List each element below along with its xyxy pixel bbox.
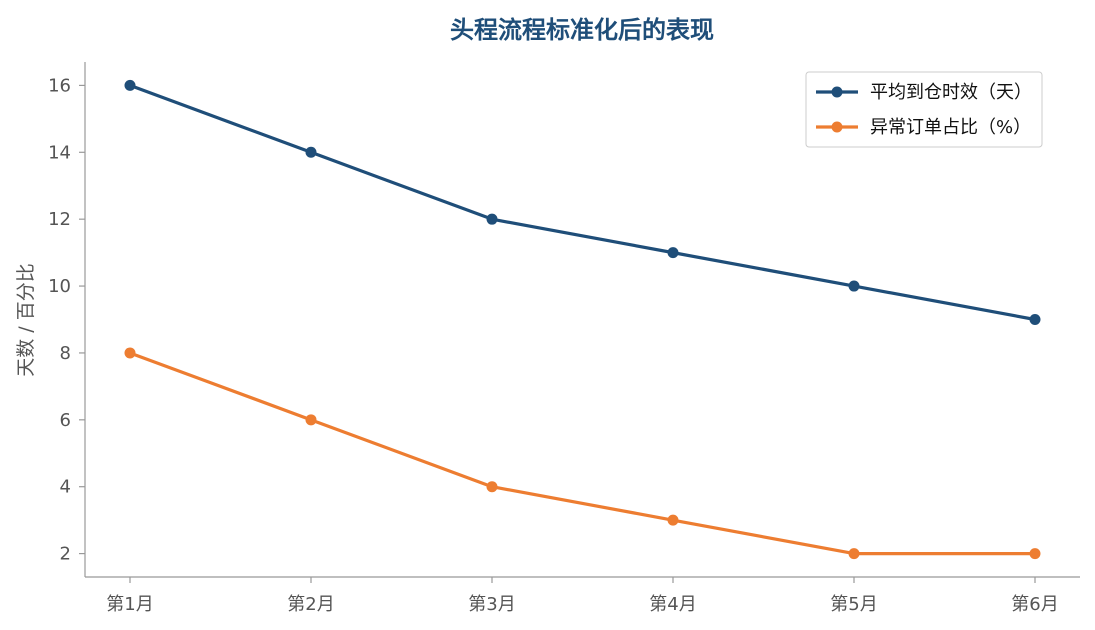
legend-swatch-marker xyxy=(831,86,843,98)
data-point xyxy=(848,548,860,560)
legend-box xyxy=(805,71,1043,148)
series-2 xyxy=(124,347,1041,560)
y-tick-label: 6 xyxy=(60,410,71,431)
series-line xyxy=(128,351,1037,556)
data-point xyxy=(124,347,136,359)
legend: 平均到仓时效（天） 异常订单占比（%） xyxy=(805,71,1043,148)
data-point xyxy=(848,280,860,292)
legend-swatch-marker xyxy=(831,121,843,133)
data-point xyxy=(667,514,679,526)
data-point xyxy=(1029,548,1041,560)
y-tick-label: 4 xyxy=(60,477,71,498)
data-point xyxy=(667,247,679,259)
series-lines xyxy=(124,79,1041,560)
y-tick-label: 12 xyxy=(48,209,71,230)
legend-label: 平均到仓时效（天） xyxy=(870,82,1032,103)
legend-items: 平均到仓时效（天） 异常订单占比（%） xyxy=(816,82,1032,138)
y-tick-label: 14 xyxy=(48,142,71,163)
x-tick-label: 第2月 xyxy=(287,594,334,615)
data-point xyxy=(1029,314,1041,325)
data-point xyxy=(124,79,136,91)
axis-ticks: 2 4 6 8 10 12 14 16 第1月 第2月 第3月 第4月 第5月 第6月 xyxy=(48,75,1059,615)
y-axis-label: 天数 / 百分比 xyxy=(15,263,37,376)
data-point xyxy=(486,213,498,225)
x-tick-label: 第6月 xyxy=(1011,594,1058,615)
y-tick-label: 8 xyxy=(60,343,71,364)
y-tick-label: 2 xyxy=(60,544,71,565)
chart-title: 头程流程标准化后的表现 xyxy=(450,16,714,44)
data-point xyxy=(305,146,317,158)
x-tick-label: 第3月 xyxy=(468,594,515,615)
x-tick-label: 第4月 xyxy=(649,594,696,615)
legend-label: 异常订单占比（%） xyxy=(870,117,1031,138)
x-tick-label: 第5月 xyxy=(830,594,877,615)
data-point xyxy=(305,414,317,426)
data-point xyxy=(486,481,498,493)
y-tick-label: 16 xyxy=(48,75,71,96)
y-tick-label: 10 xyxy=(48,276,71,297)
x-tick-label: 第1月 xyxy=(106,594,153,615)
series-line xyxy=(128,83,1037,322)
series-1 xyxy=(124,79,1041,325)
